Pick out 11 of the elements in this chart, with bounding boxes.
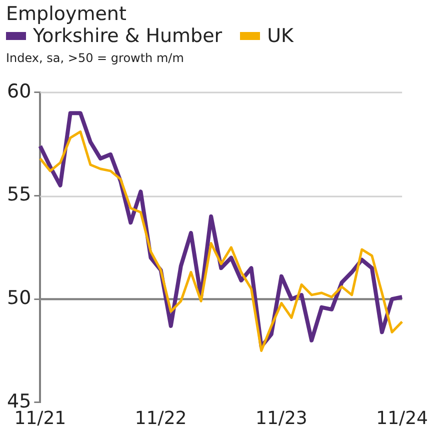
y-tick-label: 60: [6, 80, 32, 102]
x-tick-label: 11/21: [14, 408, 66, 429]
y-tick-label: 50: [6, 287, 32, 310]
legend-label: UK: [267, 25, 294, 47]
chart-subtitle: Index, sa, >50 = growth m/m: [6, 50, 185, 67]
legend-label: Yorkshire & Humber: [33, 25, 222, 47]
chart-title: Employment: [6, 3, 128, 25]
x-tick-label: 11/24: [376, 408, 428, 429]
x-tick-label: 11/23: [255, 408, 308, 429]
y-tick-label: 55: [6, 184, 32, 206]
x-tick-label: 11/22: [134, 408, 187, 429]
